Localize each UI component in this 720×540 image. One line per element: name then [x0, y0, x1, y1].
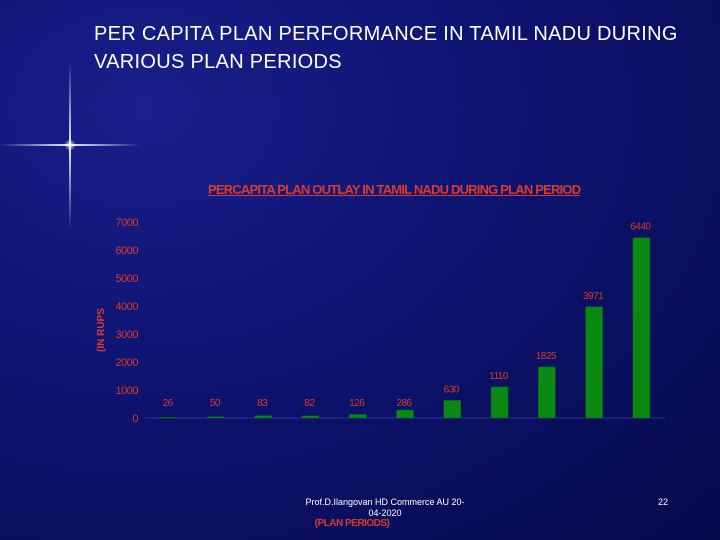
data-label: 1825: [536, 351, 557, 362]
data-label: 83: [257, 398, 268, 409]
chart-title: PERCAPITA PLAN OUTLAY IN TAMIL NADU DURI…: [208, 182, 581, 197]
y-tick-label: 1000: [116, 385, 139, 397]
data-label: 50: [210, 398, 221, 409]
bar: [538, 366, 556, 419]
footer-credit: Prof.D.Ilangovan HD Commerce AU 20-04-20…: [305, 497, 465, 518]
data-label: 26: [163, 398, 174, 409]
bar: [348, 414, 367, 419]
bar: [301, 415, 320, 419]
bar: [396, 409, 414, 419]
y-tick-label: 7000: [116, 217, 139, 229]
y-axis-label: (IN RUPS: [96, 308, 107, 352]
y-tick-label: 6000: [116, 245, 139, 257]
y-tick-label: 4000: [116, 301, 139, 313]
slide-title: PER CAPITA PLAN PERFORMANCE IN TAMIL NAD…: [94, 23, 678, 73]
x-axis-label: (PLAN PERIODS): [315, 518, 390, 529]
lens-flare-core: [64, 139, 76, 151]
data-label: 1110: [489, 371, 509, 382]
bar: [490, 386, 509, 419]
bar: [632, 237, 651, 419]
bar: [254, 415, 272, 419]
bar: [443, 400, 462, 419]
slide-number: 22: [658, 497, 669, 507]
data-label: 3971: [583, 291, 604, 302]
y-tick-label: 3000: [116, 329, 139, 341]
data-label: 6440: [630, 222, 651, 233]
y-tick-label: 5000: [116, 273, 139, 285]
data-label: 126: [349, 398, 365, 409]
data-label: 82: [304, 398, 315, 409]
data-label: 630: [444, 384, 460, 395]
bar: [159, 417, 178, 419]
data-label: 286: [396, 398, 412, 409]
bar: [585, 306, 603, 419]
y-tick-label: 2000: [116, 357, 139, 369]
bar: [207, 416, 225, 419]
y-tick-label: 0: [132, 413, 138, 425]
